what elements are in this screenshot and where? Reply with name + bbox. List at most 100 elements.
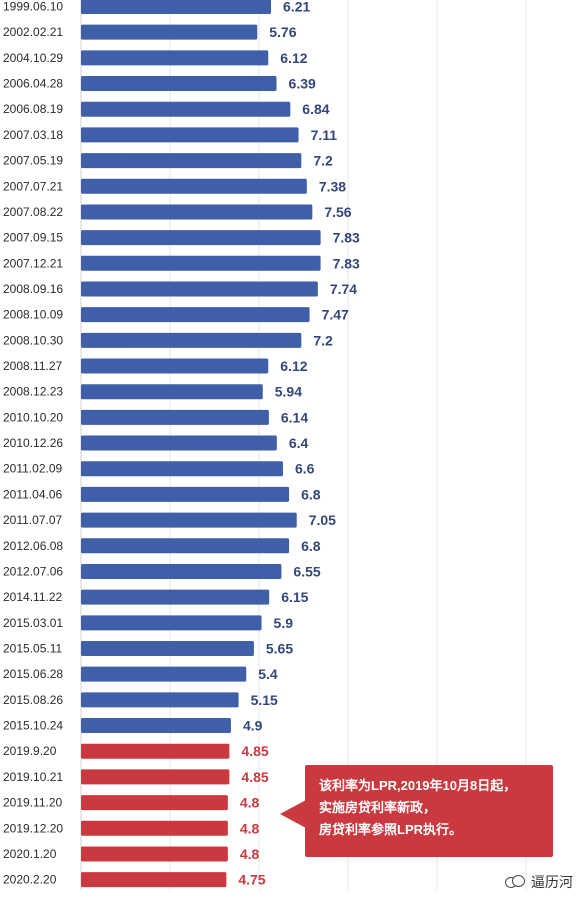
value-labels: 6.21 5.76 6.12 6.39 6.84 7.11 7.2 7.38 7.56 7.83 7…	[238, 0, 360, 888]
bar	[81, 384, 263, 400]
watermark: 逼历河	[505, 872, 573, 892]
value-label: 4.8	[240, 820, 260, 836]
bar	[81, 307, 310, 323]
bar	[81, 846, 228, 862]
value-label: 4.85	[241, 769, 268, 785]
value-label: 5.4	[258, 666, 278, 682]
category-label: 2015.08.26	[3, 693, 63, 707]
bar	[81, 101, 291, 117]
value-label: 4.9	[243, 718, 263, 734]
value-label: 5.76	[269, 24, 296, 40]
category-label: 2004.10.29	[3, 51, 63, 65]
bar	[81, 615, 262, 631]
category-label: 2019.10.21	[3, 770, 63, 784]
category-label: 2008.11.27	[3, 359, 62, 373]
bar	[81, 178, 307, 194]
category-label: 2015.03.01	[3, 616, 63, 630]
value-label: 4.85	[241, 743, 268, 759]
category-label: 2020.1.20	[3, 847, 57, 861]
value-label: 6.8	[301, 538, 321, 554]
category-label: 2006.08.19	[3, 102, 63, 116]
category-label: 2014.11.22	[3, 590, 62, 604]
bar	[81, 332, 302, 348]
category-label: 2007.03.18	[3, 128, 63, 142]
bar	[81, 769, 230, 785]
bar	[81, 0, 272, 14]
category-label: 2019.9.20	[3, 744, 57, 758]
bar	[81, 589, 270, 605]
category-label: 2010.10.20	[3, 410, 63, 424]
value-label: 7.11	[311, 127, 338, 143]
bar	[81, 76, 277, 92]
wechat-icon	[505, 875, 525, 889]
category-label: 2010.12.26	[3, 436, 63, 450]
category-label: 2007.09.15	[3, 231, 63, 245]
bar	[81, 718, 231, 734]
bar	[81, 512, 297, 528]
bar	[81, 50, 269, 66]
date-labels: 1999.06.10 2002.02.21 2004.10.29 2006.04.28…	[3, 0, 63, 887]
bar	[81, 486, 290, 502]
category-label: 2020.2.20	[3, 873, 57, 887]
bar	[81, 743, 230, 759]
value-label: 7.56	[324, 204, 351, 220]
bar	[81, 204, 313, 220]
value-label: 6.39	[289, 76, 316, 92]
bar	[81, 461, 283, 477]
watermark-text: 逼历河	[531, 874, 573, 890]
lpr-callout: 该利率为LPR,2019年10月8日起， 实施房贷利率新政， 房贷利率参照LPR…	[305, 765, 553, 857]
category-label: 2011.07.07	[3, 513, 62, 527]
bar	[81, 281, 318, 297]
bar	[81, 24, 258, 40]
value-label: 6.21	[283, 0, 310, 15]
bar	[81, 153, 302, 169]
value-label: 5.15	[251, 692, 278, 708]
bar	[81, 435, 277, 451]
value-label: 6.12	[280, 358, 307, 374]
category-label: 2008.10.30	[3, 333, 63, 347]
bar	[81, 820, 228, 836]
value-label: 7.2	[313, 153, 333, 169]
category-label: 2008.09.16	[3, 282, 63, 296]
value-label: 5.9	[274, 615, 294, 631]
category-label: 1999.06.10	[3, 0, 63, 14]
bar	[81, 666, 247, 682]
value-label: 6.14	[281, 409, 308, 425]
bars	[81, 0, 321, 888]
value-label: 7.83	[333, 230, 360, 246]
bar	[81, 692, 239, 708]
value-label: 7.38	[319, 178, 346, 194]
value-label: 7.83	[333, 255, 360, 271]
category-label: 2006.04.28	[3, 77, 63, 91]
category-label: 2008.10.09	[3, 308, 63, 322]
bar	[81, 538, 290, 554]
category-label: 2007.05.19	[3, 154, 63, 168]
value-label: 6.84	[302, 101, 329, 117]
bar	[81, 563, 282, 579]
value-label: 5.65	[266, 641, 293, 657]
category-label: 2007.08.22	[3, 205, 63, 219]
callout-arrow	[280, 800, 306, 828]
value-label: 6.15	[281, 589, 308, 605]
category-label: 2011.02.09	[3, 462, 62, 476]
value-label: 4.8	[240, 846, 260, 862]
category-label: 2002.02.21	[3, 25, 63, 39]
bar	[81, 872, 227, 888]
value-label: 6.8	[301, 486, 321, 502]
value-label: 7.47	[322, 307, 349, 323]
bar	[81, 795, 228, 811]
category-label: 2015.05.11	[3, 642, 62, 656]
value-label: 6.12	[280, 50, 307, 66]
bar	[81, 127, 299, 143]
category-label: 2012.07.06	[3, 564, 63, 578]
value-label: 4.75	[238, 872, 265, 888]
callout-line-3: 房贷利率参照LPR执行。	[319, 822, 463, 837]
value-label: 7.74	[330, 281, 357, 297]
category-label: 2008.12.23	[3, 385, 63, 399]
category-label: 2019.12.20	[3, 821, 63, 835]
value-label: 7.05	[309, 512, 336, 528]
category-label: 2011.04.06	[3, 487, 62, 501]
value-label: 7.2	[313, 332, 333, 348]
value-label: 6.55	[293, 563, 320, 579]
